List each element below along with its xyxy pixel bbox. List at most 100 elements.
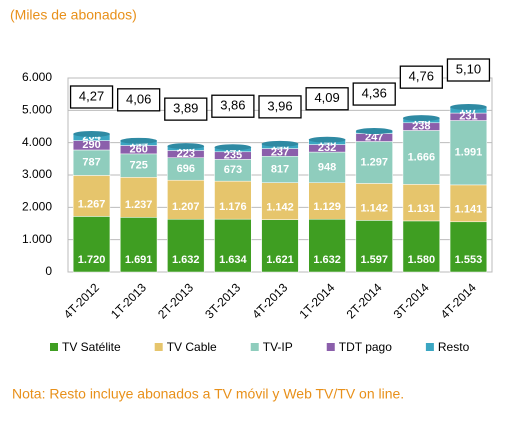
data-label: 223 bbox=[177, 148, 195, 160]
legend-swatch bbox=[50, 343, 58, 351]
bar-segment bbox=[449, 221, 488, 273]
legend-label: TDT pago bbox=[339, 340, 392, 354]
bar-segment bbox=[308, 182, 346, 220]
bar-segment bbox=[72, 175, 111, 217]
chart-title: (Miles de abonados) bbox=[10, 7, 137, 23]
data-label: 235 bbox=[224, 149, 242, 161]
x-tick-label: 1T-2013 bbox=[108, 280, 149, 321]
data-label: 1.634 bbox=[219, 254, 247, 266]
bar-segment bbox=[72, 216, 111, 273]
data-label: 238 bbox=[412, 121, 430, 133]
x-tick-label: 2T-2014 bbox=[344, 280, 385, 321]
bar-cap bbox=[73, 131, 110, 138]
chart-note: Nota: Resto incluye abonados a TV móvil … bbox=[12, 386, 404, 402]
x-tick-label: 1T-2014 bbox=[296, 280, 337, 321]
legend-swatch bbox=[154, 343, 163, 351]
total-box bbox=[164, 97, 208, 121]
data-label: 1.142 bbox=[266, 201, 294, 213]
data-label: 231 bbox=[459, 111, 477, 123]
data-label: 290 bbox=[82, 139, 100, 151]
data-label: 232 bbox=[318, 142, 336, 154]
bar-cap bbox=[261, 140, 299, 147]
x-tick-label: 2T-2013 bbox=[155, 280, 196, 321]
y-tick-label: 2.000 bbox=[22, 200, 52, 214]
bar-cap bbox=[308, 136, 346, 143]
data-label: 1.580 bbox=[408, 254, 436, 266]
y-tick-label: 1.000 bbox=[22, 232, 52, 246]
data-label: 1.691 bbox=[125, 254, 153, 266]
total-box bbox=[258, 95, 302, 119]
total-box bbox=[446, 58, 491, 82]
legend-label: TV Cable bbox=[167, 340, 217, 354]
data-label: 787 bbox=[82, 157, 100, 169]
bar-segment bbox=[167, 179, 205, 220]
bar-segment bbox=[402, 130, 440, 185]
data-label: 1.176 bbox=[219, 201, 247, 213]
x-tick-label: 4T-2013 bbox=[249, 280, 290, 321]
data-label: 1.237 bbox=[125, 199, 153, 211]
total-box bbox=[211, 94, 255, 118]
bar-cap bbox=[214, 144, 252, 151]
data-label: 1.632 bbox=[172, 254, 200, 266]
data-label: 1.131 bbox=[408, 203, 436, 215]
bar-cap bbox=[450, 104, 487, 111]
bar-segment bbox=[355, 183, 393, 221]
data-label: 1.267 bbox=[78, 198, 106, 210]
total-box bbox=[117, 88, 161, 112]
data-label: 817 bbox=[271, 163, 289, 175]
bar-segment bbox=[402, 220, 440, 273]
y-tick-label: 3.000 bbox=[22, 167, 52, 181]
total-label: 4,36 bbox=[362, 85, 387, 100]
data-label: 1.720 bbox=[78, 254, 106, 266]
y-tick-label: 5.000 bbox=[22, 103, 52, 117]
x-tick-label: 4T-2012 bbox=[61, 280, 102, 321]
bar-segment bbox=[308, 151, 346, 183]
legend-swatch bbox=[425, 343, 434, 351]
x-tick-label: 3T-2013 bbox=[202, 280, 243, 321]
total-label: 3,96 bbox=[267, 98, 292, 113]
bar-segment bbox=[261, 219, 299, 273]
data-label: 260 bbox=[129, 144, 147, 156]
y-tick-label: 0 bbox=[45, 264, 52, 278]
y-tick-label: 4.000 bbox=[22, 135, 52, 149]
bar-segment bbox=[308, 218, 346, 273]
bar-segment bbox=[214, 218, 252, 273]
total-box bbox=[352, 82, 396, 106]
data-label: 1.297 bbox=[360, 156, 388, 168]
data-label: 1.142 bbox=[360, 202, 388, 214]
data-label: 673 bbox=[224, 164, 242, 176]
bar-cap bbox=[167, 143, 205, 150]
data-label: 696 bbox=[177, 163, 195, 175]
bar-segment bbox=[72, 149, 111, 176]
total-box bbox=[305, 87, 349, 111]
data-label: 247 bbox=[365, 131, 383, 143]
bar-cap bbox=[355, 128, 393, 135]
data-label: 725 bbox=[129, 160, 147, 172]
legend-swatch bbox=[326, 343, 335, 351]
x-tick-label: 4T-2014 bbox=[438, 280, 479, 321]
bar-segment bbox=[402, 184, 440, 222]
bar-cap bbox=[402, 115, 440, 122]
total-label: 4,76 bbox=[409, 69, 434, 84]
data-label: 948 bbox=[318, 161, 336, 173]
bar-segment bbox=[214, 180, 252, 220]
total-label: 3,86 bbox=[220, 98, 245, 113]
legend-label: TV-IP bbox=[263, 340, 293, 354]
bar-segment bbox=[449, 184, 488, 223]
data-label: 1.621 bbox=[266, 254, 294, 266]
data-label: 1.991 bbox=[455, 147, 483, 159]
bar-segment bbox=[449, 120, 488, 186]
bar-segment bbox=[261, 182, 299, 220]
total-label: 4,27 bbox=[79, 88, 104, 103]
total-label: 3,89 bbox=[173, 101, 198, 116]
bar-segment bbox=[261, 155, 299, 183]
data-label: 1.129 bbox=[313, 201, 341, 213]
data-label: 1.553 bbox=[455, 254, 483, 266]
data-label: 237 bbox=[271, 146, 289, 158]
data-label: 1.207 bbox=[172, 201, 200, 213]
data-label: 1.632 bbox=[313, 254, 341, 266]
total-label: 5,10 bbox=[456, 61, 481, 76]
data-label: 1.141 bbox=[455, 204, 483, 216]
bar-cap bbox=[120, 137, 158, 144]
